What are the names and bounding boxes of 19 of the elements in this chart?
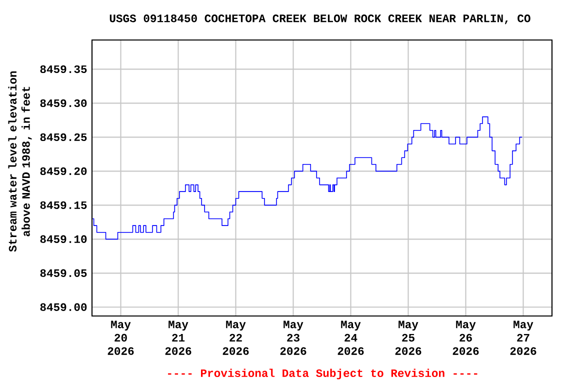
y-tick-label: 8459.15: [40, 201, 87, 210]
y-tick-label: 8459.25: [40, 133, 87, 142]
x-tick-label: May 23 2026: [280, 320, 306, 355]
x-tick-label: May 26 2026: [452, 320, 479, 355]
chart-title: USGS 09118450 COCHETOPA CREEK BELOW ROCK CREEK NEAR PARLIN, CO: [110, 14, 530, 24]
x-tick-label: May 22 2026: [222, 320, 249, 355]
x-tick-label: May 24 2026: [338, 320, 364, 355]
x-tick-label: May 20 2026: [108, 320, 134, 355]
x-tick-label: May 25 2026: [395, 320, 422, 355]
x-tick-label: May 21 2026: [165, 320, 192, 355]
y-tick-label: 8459.30: [40, 99, 87, 108]
y-tick-label: 8459.10: [40, 235, 87, 244]
text: ---- Provisional Data Subject to Revision ----: [168, 368, 478, 380]
y-tick-label: 8459.35: [40, 65, 87, 74]
y-tick-label: 8459.20: [40, 167, 87, 176]
y-tick-label: 8459.00: [40, 303, 87, 311]
x-tick-label: May 27 2026: [510, 320, 536, 355]
y-axis-title: Stream water level elevation above NAVD 1988, in feet: [8, 71, 32, 252]
y-tick-label: 8459.05: [40, 269, 87, 277]
